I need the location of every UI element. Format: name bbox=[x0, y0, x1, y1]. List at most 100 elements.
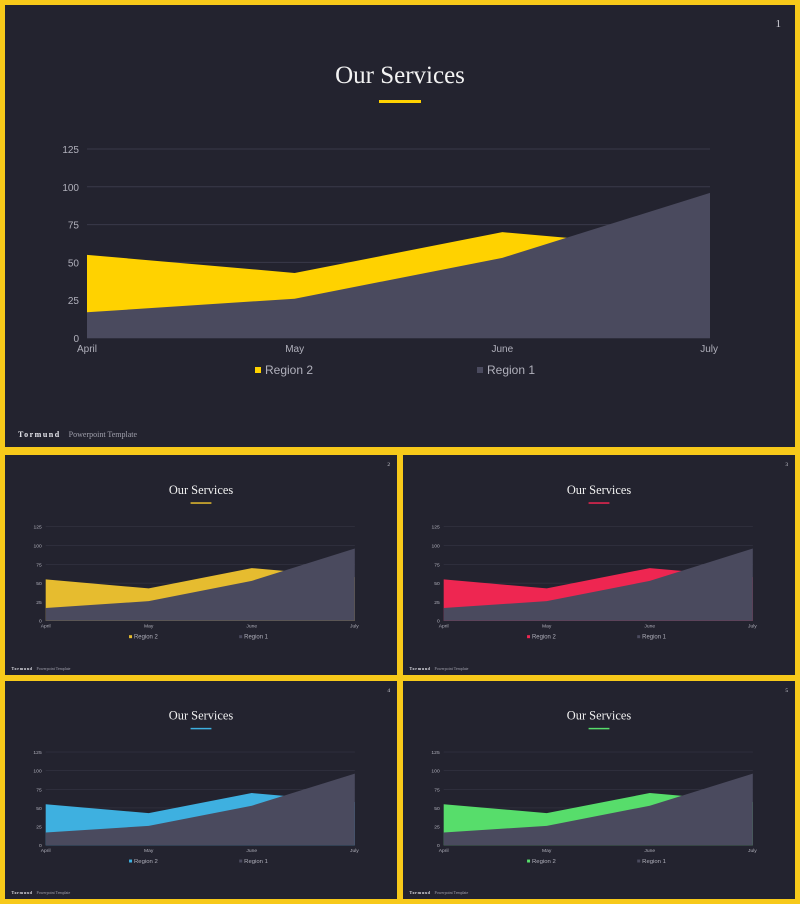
footer-brand: Tormund bbox=[11, 890, 32, 895]
y-tick-label: 25 bbox=[434, 825, 440, 831]
y-tick-label: 0 bbox=[437, 619, 440, 625]
x-tick-label: May bbox=[144, 624, 154, 630]
slide-2[interactable]: 2 Our Services 0 25 50 75 100 125 April May June Ju… bbox=[5, 455, 397, 675]
legend-swatch bbox=[255, 367, 261, 373]
y-tick-label: 125 bbox=[62, 145, 79, 156]
footer: Tormund Powerpoint Template bbox=[11, 890, 70, 895]
x-tick-label: June bbox=[246, 624, 257, 630]
y-tick-label: 125 bbox=[33, 525, 41, 531]
y-tick-label: 0 bbox=[39, 619, 42, 625]
legend-label: Region 2 bbox=[134, 859, 158, 865]
footer-brand: Tormund bbox=[409, 666, 430, 671]
legend-swatch bbox=[527, 859, 531, 863]
y-tick-label: 50 bbox=[68, 258, 80, 269]
footer: Tormund Powerpoint Template bbox=[18, 430, 138, 439]
legend-swatch bbox=[527, 635, 531, 639]
y-tick-label: 75 bbox=[434, 787, 440, 793]
x-tick-label: July bbox=[700, 344, 718, 355]
slide-canvas: 1 Our Services 0 25 50 75 100 125 April May June Ju… bbox=[18, 18, 782, 439]
legend-label: Region 2 bbox=[265, 363, 313, 377]
legend-swatch bbox=[129, 859, 133, 863]
footer-brand: Tormund bbox=[409, 890, 430, 895]
series-region-1-area bbox=[45, 548, 355, 621]
x-tick-label: July bbox=[350, 848, 359, 854]
slide-number: 3 bbox=[785, 462, 788, 468]
legend-label: Region 2 bbox=[134, 635, 158, 641]
slide-4[interactable]: 4 Our Services 0 25 50 75 100 125 April May June Ju… bbox=[5, 681, 397, 899]
legend-swatch bbox=[129, 635, 133, 639]
y-tick-label: 125 bbox=[33, 750, 42, 756]
slide-canvas: 3 Our Services 0 25 50 75 100 125 April May June Ju… bbox=[409, 462, 788, 671]
footer-brand: Tormund bbox=[18, 430, 61, 439]
slide-canvas: 2 Our Services 0 25 50 75 100 125 April May June Ju… bbox=[11, 462, 390, 671]
slide-1[interactable]: 1 Our Services 0 25 50 75 100 125 April May June Ju… bbox=[5, 5, 795, 447]
slide-title: Our Services bbox=[567, 709, 632, 723]
y-tick-label: 100 bbox=[431, 769, 440, 775]
y-tick-label: 100 bbox=[62, 183, 79, 194]
x-tick-label: June bbox=[491, 344, 513, 355]
footer-brand: Tormund bbox=[11, 666, 32, 671]
x-tick-label: May bbox=[144, 848, 154, 854]
footer: Tormund Powerpoint Template bbox=[409, 890, 468, 895]
series-region-1-area bbox=[45, 773, 355, 846]
x-tick-label: May bbox=[542, 624, 552, 630]
y-tick-label: 25 bbox=[36, 825, 42, 831]
x-tick-label: April bbox=[77, 344, 97, 355]
x-tick-label: May bbox=[285, 344, 304, 355]
slide-3[interactable]: 3 Our Services 0 25 50 75 100 125 April May June Ju… bbox=[403, 455, 795, 675]
legend-label: Region 1 bbox=[244, 635, 268, 641]
footer-subtitle: Powerpoint Template bbox=[435, 890, 469, 895]
y-tick-label: 100 bbox=[431, 543, 439, 549]
y-tick-label: 125 bbox=[431, 525, 439, 531]
series-region-1-area bbox=[87, 192, 710, 338]
x-tick-label: July bbox=[350, 624, 359, 630]
y-tick-label: 75 bbox=[36, 562, 42, 568]
y-tick-label: 50 bbox=[36, 806, 42, 812]
slide-title: Our Services bbox=[567, 483, 631, 497]
legend-label: Region 1 bbox=[244, 859, 268, 865]
legend-swatch bbox=[637, 859, 641, 863]
slide-title: Our Services bbox=[335, 62, 465, 89]
footer: Tormund Powerpoint Template bbox=[11, 666, 70, 671]
y-tick-label: 75 bbox=[68, 221, 80, 232]
slide-number: 4 bbox=[387, 688, 390, 694]
x-tick-label: April bbox=[439, 624, 449, 630]
y-tick-label: 50 bbox=[434, 806, 440, 812]
slide-title: Our Services bbox=[169, 483, 233, 497]
title-underline bbox=[190, 727, 212, 730]
y-tick-label: 25 bbox=[68, 296, 80, 307]
footer-subtitle: Powerpoint Template bbox=[69, 430, 138, 439]
x-tick-label: July bbox=[748, 848, 757, 854]
x-tick-label: May bbox=[542, 848, 552, 854]
x-tick-label: June bbox=[644, 624, 655, 630]
legend-swatch bbox=[637, 635, 641, 639]
x-tick-label: April bbox=[41, 624, 51, 630]
slide-5[interactable]: 5 Our Services 0 25 50 75 100 125 April May June Ju… bbox=[403, 681, 795, 899]
legend-swatch bbox=[477, 367, 483, 373]
legend-label: Region 1 bbox=[487, 363, 535, 377]
x-tick-label: June bbox=[246, 848, 257, 854]
x-tick-label: April bbox=[41, 848, 51, 854]
y-tick-label: 75 bbox=[36, 787, 42, 793]
legend-swatch bbox=[239, 859, 243, 863]
footer: Tormund Powerpoint Template bbox=[409, 666, 468, 671]
series-region-1-area bbox=[443, 548, 753, 621]
footer-subtitle: Powerpoint Template bbox=[37, 890, 71, 895]
x-tick-label: April bbox=[439, 848, 449, 854]
y-tick-label: 125 bbox=[431, 750, 440, 756]
y-tick-label: 50 bbox=[36, 581, 42, 587]
y-tick-label: 25 bbox=[36, 600, 42, 606]
title-underline bbox=[190, 502, 212, 504]
slide-canvas: 5 Our Services 0 25 50 75 100 125 April May June Ju… bbox=[409, 688, 788, 895]
y-tick-label: 0 bbox=[437, 843, 440, 849]
slide-canvas: 4 Our Services 0 25 50 75 100 125 April May June Ju… bbox=[11, 688, 390, 895]
x-tick-label: June bbox=[644, 848, 655, 854]
slide-number: 1 bbox=[776, 18, 782, 30]
y-tick-label: 25 bbox=[434, 600, 440, 606]
legend-label: Region 1 bbox=[642, 859, 666, 865]
x-tick-label: July bbox=[748, 624, 757, 630]
y-tick-label: 100 bbox=[33, 543, 41, 549]
legend-label: Region 1 bbox=[642, 635, 666, 641]
footer-subtitle: Powerpoint Template bbox=[435, 666, 469, 671]
legend-label: Region 2 bbox=[532, 635, 556, 641]
